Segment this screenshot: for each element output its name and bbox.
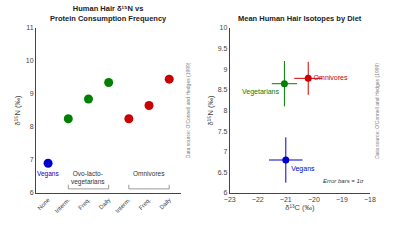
svg-text:8.5: 8.5 bbox=[218, 86, 228, 93]
svg-text:7: 7 bbox=[223, 148, 227, 155]
svg-text:10: 10 bbox=[220, 24, 228, 31]
svg-text:−19: −19 bbox=[336, 196, 348, 203]
svg-text:Ovo-lacto-vegetarians: Ovo-lacto-vegetarians bbox=[71, 170, 105, 186]
svg-text:6: 6 bbox=[223, 189, 227, 196]
svg-text:Data source: O'Connell and Hed: Data source: O'Connell and Hedges (1999) bbox=[374, 63, 380, 159]
svg-text:Daily: Daily bbox=[158, 197, 172, 211]
svg-text:Interm.: Interm. bbox=[54, 197, 72, 215]
svg-text:δ¹⁵N (‰): δ¹⁵N (‰) bbox=[13, 95, 22, 125]
svg-text:δ¹⁵N (‰): δ¹⁵N (‰) bbox=[206, 95, 215, 125]
svg-text:Daily: Daily bbox=[98, 197, 112, 211]
svg-text:−23: −23 bbox=[224, 196, 236, 203]
svg-text:Vegans: Vegans bbox=[37, 170, 59, 178]
svg-text:6.5: 6.5 bbox=[218, 169, 228, 176]
svg-text:7: 7 bbox=[30, 156, 34, 163]
svg-text:11: 11 bbox=[26, 24, 33, 31]
svg-text:Data source: O'Connell and Hed: Data source: O'Connell and Hedges (1999) bbox=[185, 62, 191, 158]
svg-text:7.5: 7.5 bbox=[218, 128, 228, 135]
svg-text:9: 9 bbox=[223, 66, 227, 73]
svg-text:−18: −18 bbox=[364, 196, 376, 203]
svg-text:9.5: 9.5 bbox=[218, 45, 228, 52]
svg-text:Omnivores: Omnivores bbox=[133, 170, 165, 177]
svg-text:Vegans: Vegans bbox=[291, 165, 315, 173]
svg-text:Error bars = 1σ: Error bars = 1σ bbox=[323, 178, 364, 184]
svg-text:6: 6 bbox=[30, 189, 34, 196]
svg-text:Freq.: Freq. bbox=[77, 197, 91, 211]
svg-text:−20: −20 bbox=[308, 196, 320, 203]
svg-text:−21: −21 bbox=[280, 196, 292, 203]
svg-text:Freq.: Freq. bbox=[138, 197, 152, 211]
svg-text:8: 8 bbox=[30, 123, 34, 130]
svg-text:None: None bbox=[37, 196, 52, 211]
svg-text:Mean Human Hair Isotopes by Di: Mean Human Hair Isotopes by Diet bbox=[238, 14, 362, 23]
svg-text:Omnivores: Omnivores bbox=[314, 74, 348, 81]
svg-text:8: 8 bbox=[223, 107, 227, 114]
svg-text:Human Hair δ¹⁵N vsProtein Cons: Human Hair δ¹⁵N vsProtein Consumption Fr… bbox=[50, 4, 167, 23]
svg-text:10: 10 bbox=[26, 57, 34, 64]
svg-text:Vegetarians: Vegetarians bbox=[242, 88, 279, 96]
svg-text:−22: −22 bbox=[252, 196, 264, 203]
svg-text:9: 9 bbox=[30, 90, 34, 97]
svg-text:δ¹³C (‰): δ¹³C (‰) bbox=[285, 203, 315, 212]
svg-text:Interm.: Interm. bbox=[114, 197, 132, 215]
